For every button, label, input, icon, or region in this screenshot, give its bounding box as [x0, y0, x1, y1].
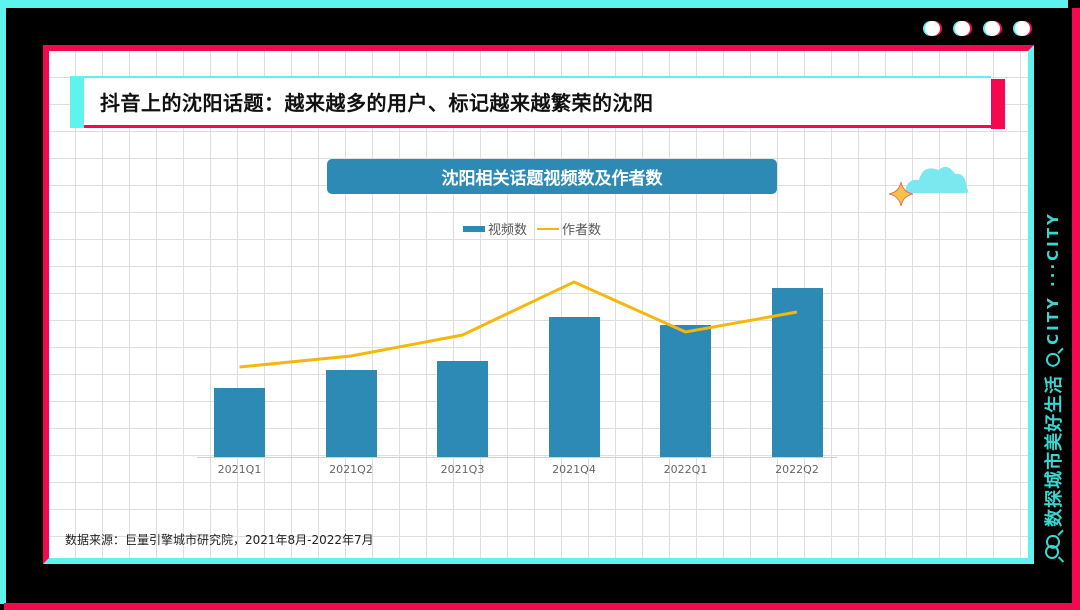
legend-bar-label: 视频数 [488, 223, 528, 238]
x-tick-label: 2021Q1 [217, 463, 262, 476]
x-tick-label: 2022Q2 [775, 463, 819, 476]
chart-plot-area: 2021Q1 2021Q2 2021Q3 2021Q4 2022Q1 2022Q2 [197, 250, 837, 480]
x-tick-label: 2021Q4 [552, 463, 596, 476]
chart-legend: 视频数 作者数 [463, 219, 601, 238]
data-source-note: 数据来源：巨量引擎城市研究院，2021年8月-2022年7月 [65, 533, 374, 547]
bar-2021Q1 [214, 388, 265, 457]
legend-bar-swatch-icon [463, 225, 485, 232]
legend-line-swatch-icon [537, 227, 560, 230]
page-title: 抖音上的沈阳话题：越来越多的用户、标记越来越繁荣的沈阳 [100, 91, 654, 115]
bar-2021Q4 [548, 317, 600, 457]
title-banner: 抖音上的沈阳话题：越来越多的用户、标记越来越繁荣的沈阳 [70, 76, 1005, 129]
side-slogan: 数探城市美好生活 CITY ···CITY [1038, 195, 1068, 565]
x-tick-label: 2022Q1 [663, 463, 708, 476]
window-dots [925, 21, 1030, 36]
outer-frame-cyan [0, 0, 1068, 604]
x-tick-label: 2021Q2 [329, 463, 373, 476]
dot-icon [925, 21, 940, 36]
magnifier-icon [1045, 545, 1059, 559]
title-accent-red [991, 79, 1005, 129]
x-tick-label: 2021Q3 [440, 463, 485, 476]
line-series-authors [239, 280, 798, 369]
x-axis-line [197, 457, 837, 458]
title-accent-cyan [70, 76, 84, 128]
bar-2022Q1 [660, 325, 711, 457]
side-city-text: CITY ···CITY [1044, 211, 1062, 345]
chart-title: 沈阳相关话题视频数及作者数 [327, 159, 777, 194]
dot-icon [955, 21, 970, 36]
content-panel [43, 45, 1034, 564]
legend-line-label: 作者数 [562, 223, 602, 238]
title-box: 抖音上的沈阳话题：越来越多的用户、标记越来越繁荣的沈阳 [84, 76, 991, 128]
dot-icon [985, 21, 1000, 36]
outer-frame-red-right [1072, 8, 1080, 610]
magnifier-icon [1046, 352, 1060, 367]
dot-icon [1015, 21, 1030, 36]
bar-2021Q2 [325, 370, 377, 457]
side-slogan-text: 数探城市美好生活 [1044, 374, 1065, 527]
cloud-sparkle-icon [888, 166, 968, 207]
outer-frame-red-bottom [4, 603, 1080, 610]
bar-2021Q3 [437, 361, 488, 457]
